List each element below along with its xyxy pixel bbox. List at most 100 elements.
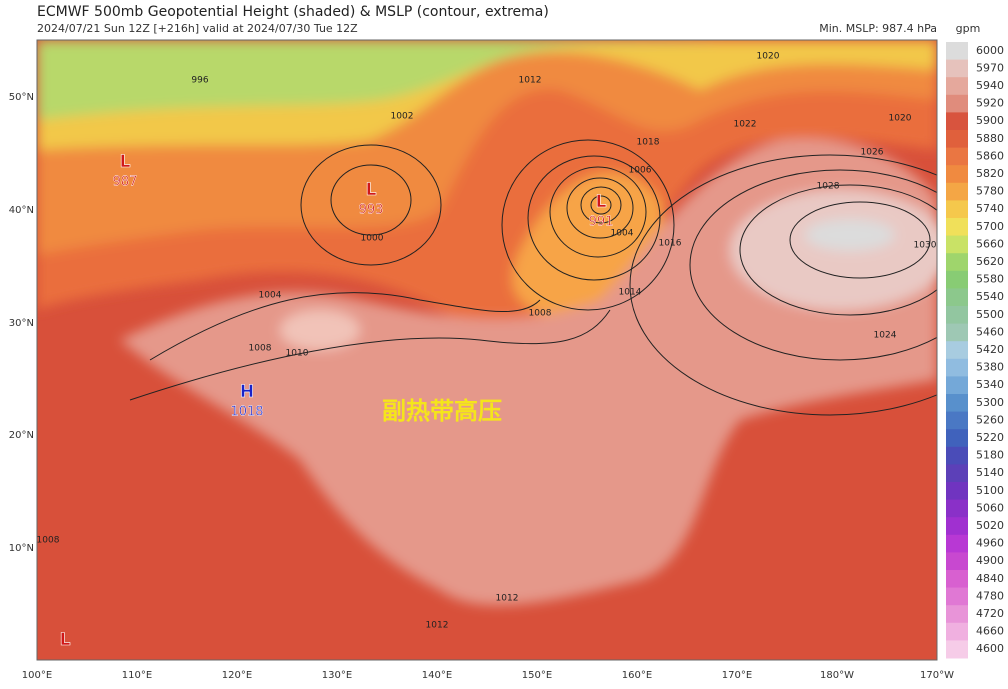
contour-label: 1018: [637, 138, 660, 148]
colorbar-swatch: [946, 341, 968, 360]
colorbar-label: 5970: [976, 61, 1004, 74]
contour-label: 1022: [734, 120, 757, 130]
annotation: 副热带高压: [382, 397, 502, 425]
colorbar-swatch: [946, 605, 968, 624]
isobars: [129, 139, 937, 416]
colorbar-swatch: [946, 323, 968, 342]
contour-label: 1008: [249, 344, 272, 354]
colorbar-label: 5060: [976, 501, 1004, 514]
map-frame: [36, 39, 938, 661]
contour-label: 1016: [659, 239, 682, 249]
contour-label: 1026: [861, 148, 884, 158]
colorbar-swatch: [946, 306, 968, 325]
colorbar-label: 4960: [976, 537, 1004, 550]
lon-label: 170°E: [722, 670, 752, 681]
contour-labels: 1012 1018 1020 1022 1020 1026 1028 1030 1024 1016…: [37, 52, 937, 631]
center-value: 993: [359, 203, 384, 218]
contour-label: 1024: [874, 331, 897, 341]
colorbar-label: 5740: [976, 202, 1004, 215]
colorbar-swatch: [946, 429, 968, 448]
center-symbol: L: [60, 630, 71, 650]
colorbar-label: 5460: [976, 325, 1004, 338]
colorbar-label: 5580: [976, 273, 1004, 286]
colorbar-label: 5380: [976, 361, 1004, 374]
colorbar-label: 5880: [976, 132, 1004, 145]
colorbar-swatch: [946, 534, 968, 553]
lat-label: 50°N: [9, 92, 34, 103]
contour-label: 1008: [529, 309, 552, 319]
colorbar-swatch: [946, 59, 968, 78]
lon-label: 120°E: [222, 670, 252, 681]
axes: 50°N 40°N 30°N 20°N 10°N 100°E 110°E 120°E 130°E…: [9, 92, 954, 681]
contour-label: 1010: [286, 349, 309, 359]
colorbar-label: 5940: [976, 79, 1004, 92]
colorbar-label: 5340: [976, 378, 1004, 391]
colorbar-label: 5020: [976, 519, 1004, 532]
colorbar-label: 5420: [976, 343, 1004, 356]
colorbar-swatch: [946, 394, 968, 413]
colorbar-label: 4660: [976, 625, 1004, 638]
colorbar-swatch: [946, 464, 968, 483]
colorbar-swatch: [946, 112, 968, 131]
contour-label: 1004: [259, 291, 282, 301]
contour-label: 996: [191, 76, 208, 86]
colorbar-label: 4720: [976, 607, 1004, 620]
colorbar-swatch: [946, 570, 968, 589]
colorbar-swatch: [946, 411, 968, 430]
colorbar-swatch: [946, 552, 968, 571]
colorbar-label: 4600: [976, 642, 1004, 655]
colorbar-label: 5920: [976, 97, 1004, 110]
colorbar-swatch: [946, 446, 968, 465]
colorbar-label: 6000: [976, 44, 1004, 57]
colorbar-label: 5260: [976, 413, 1004, 426]
colorbar-swatch: [946, 130, 968, 149]
contour-label: 1028: [817, 182, 840, 192]
lat-label: 10°N: [9, 543, 34, 554]
colorbar-swatch: [946, 270, 968, 289]
lon-label: 160°E: [622, 670, 652, 681]
colorbar-swatch: [946, 235, 968, 254]
center-symbol: L: [596, 192, 607, 212]
colorbar-swatch: [946, 147, 968, 166]
colorbar-swatch: [946, 253, 968, 272]
colorbar-swatch: [946, 482, 968, 501]
colorbar-label: 5660: [976, 237, 1004, 250]
colorbar-label: 5300: [976, 396, 1004, 409]
center-symbol: L: [120, 152, 131, 172]
colorbar-swatch: [946, 499, 968, 518]
lon-label: 180°W: [820, 670, 854, 681]
contour-label: 1002: [391, 112, 414, 122]
lon-label: 140°E: [422, 670, 452, 681]
colorbar-label: 5620: [976, 255, 1004, 268]
colorbar-label: 5540: [976, 290, 1004, 303]
map: 1012 1018 1020 1022 1020 1026 1028 1030 1024 1016…: [37, 40, 937, 660]
colorbar: gpm 6000 5970 5940 5920 5900 5880 5860 5820 5780…: [946, 22, 1004, 659]
lon-label: 150°E: [522, 670, 552, 681]
colorbar-swatch: [946, 622, 968, 641]
lat-label: 40°N: [9, 205, 34, 216]
height-shading: [37, 40, 937, 606]
lon-label: 130°E: [322, 670, 352, 681]
colorbar-swatch: [946, 182, 968, 201]
contour-label: 1006: [629, 166, 652, 176]
colorbar-swatch: [946, 288, 968, 307]
colorbar-label: 5780: [976, 185, 1004, 198]
colorbar-swatch: [946, 165, 968, 184]
contour-label: 1012: [519, 76, 542, 86]
colorbar-label: 4840: [976, 572, 1004, 585]
subtitle: 2024/07/21 Sun 12Z [+216h] valid at 2024…: [37, 22, 358, 35]
center-value: 1018: [230, 405, 263, 420]
contour-label: 1014: [619, 288, 642, 298]
contour-label: 1020: [757, 52, 780, 62]
contour-label: 1020: [889, 114, 912, 124]
colorbar-swatch: [946, 42, 968, 61]
lat-label: 30°N: [9, 318, 34, 329]
lon-label: 170°W: [920, 670, 954, 681]
colorbar-label: 5700: [976, 220, 1004, 233]
colorbar-label: 5500: [976, 308, 1004, 321]
colorbar-unit: gpm: [956, 22, 981, 35]
lon-label: 100°E: [22, 670, 52, 681]
contour-label: 1012: [426, 621, 449, 631]
colorbar-swatch: [946, 376, 968, 395]
